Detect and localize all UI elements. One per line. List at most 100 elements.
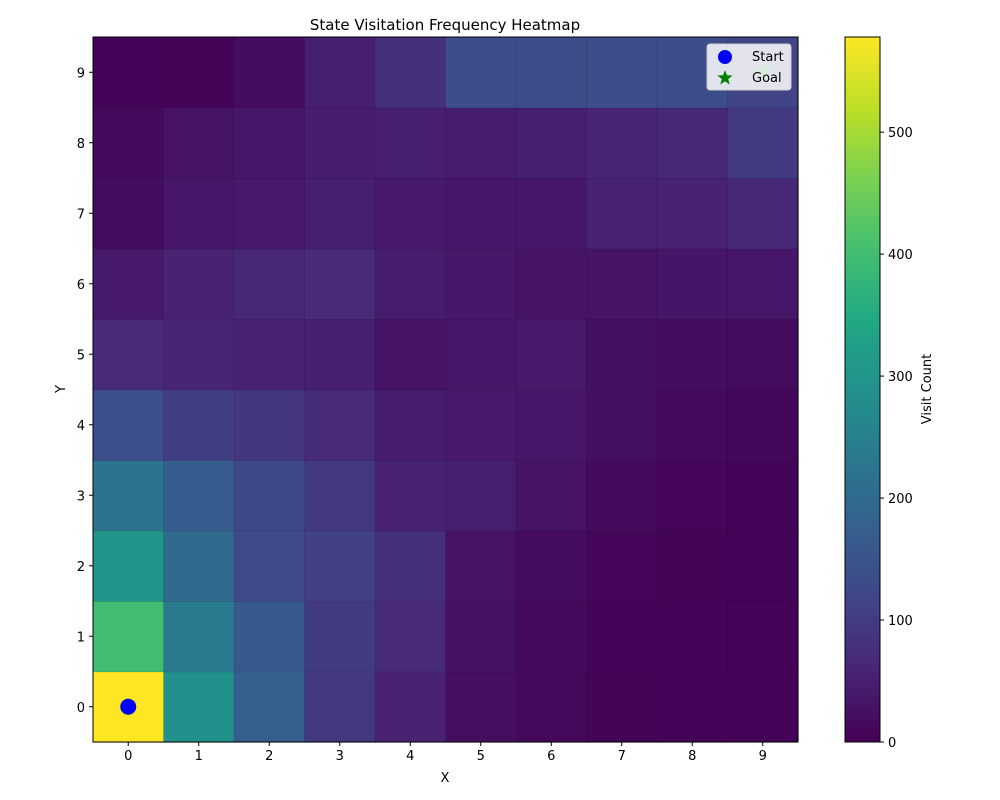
heatmap-cell: [233, 36, 306, 109]
heatmap-cell: [304, 248, 376, 320]
heatmap-cell: [727, 389, 799, 461]
heatmap-cell: [233, 530, 306, 602]
heatmap-cell: [304, 671, 376, 743]
colorbar-tick-label: 0: [888, 736, 896, 751]
heatmap-cell: [233, 459, 306, 532]
heatmap-cell: [586, 530, 658, 602]
legend-goal-label: Goal: [752, 71, 782, 86]
heatmap-cell: [304, 107, 376, 179]
heatmap-cell: [515, 107, 588, 179]
heatmap-cell: [304, 600, 376, 673]
heatmap-cell: [163, 671, 235, 743]
x-tick-label: 6: [547, 749, 555, 764]
heatmap-cell: [92, 107, 165, 179]
y-tick-label: 3: [77, 489, 85, 504]
x-tick-label: 9: [759, 749, 767, 764]
heatmap-cell: [727, 530, 799, 602]
heatmap-cell: [163, 36, 235, 109]
heatmap-cell: [515, 671, 588, 743]
heatmap-cell: [727, 600, 799, 673]
heatmap-cell: [233, 600, 306, 673]
heatmap-cell: [445, 671, 517, 743]
heatmap-cell: [92, 600, 165, 673]
heatmap-cell: [445, 248, 517, 320]
colorbar-tick-label: 500: [888, 126, 913, 141]
heatmap-cell: [727, 107, 799, 179]
heatmap-cell: [515, 600, 588, 673]
chart-title: State Visitation Frequency Heatmap: [310, 16, 580, 34]
heatmap-cell: [233, 248, 306, 320]
start-marker: [120, 698, 137, 715]
heatmap-cell: [445, 36, 517, 109]
x-tick-label: 1: [195, 749, 203, 764]
heatmap-cell: [727, 177, 799, 250]
colorbar: [844, 36, 881, 743]
x-axis-label: X: [441, 771, 450, 786]
heatmap-cell: [374, 530, 447, 602]
heatmap-cell: [515, 248, 588, 320]
heatmap-cell: [92, 389, 165, 461]
heatmap-cell: [163, 248, 235, 320]
heatmap-cell: [304, 459, 376, 532]
heatmap-cell: [515, 530, 588, 602]
y-tick-label: 7: [77, 207, 85, 222]
colorbar-tick-label: 400: [888, 248, 913, 263]
heatmap-cell: [445, 177, 517, 250]
heatmap-cell: [515, 318, 588, 391]
heatmap-cell: [304, 530, 376, 602]
colorbar-tick-label: 300: [888, 370, 913, 385]
heatmap-cell: [515, 177, 588, 250]
heatmap-cell: [92, 318, 165, 391]
plot-frame: [92, 36, 799, 743]
x-tick-label: 7: [618, 749, 626, 764]
heatmap-cell: [233, 177, 306, 250]
legend: Start Goal: [706, 43, 792, 91]
heatmap-cell: [445, 600, 517, 673]
heatmap-cell: [586, 671, 658, 743]
heatmap-cell: [374, 318, 447, 391]
heatmap-cell: [515, 459, 588, 532]
heatmap-cell: [586, 36, 658, 109]
heatmap-cell: [445, 459, 517, 532]
heatmap-cell: [233, 318, 306, 391]
heatmap-cell: [727, 459, 799, 532]
heatmap-cell: [304, 389, 376, 461]
heatmap-cell: [656, 318, 729, 391]
heatmap-cell: [374, 248, 447, 320]
heatmap-cell: [374, 36, 447, 109]
heatmap-cell: [374, 107, 447, 179]
heatmap-cell: [92, 530, 165, 602]
heatmap-cell: [515, 389, 588, 461]
colorbar-tick-label: 200: [888, 492, 913, 507]
heatmap-cell: [374, 600, 447, 673]
heatmap-cell: [656, 107, 729, 179]
heatmap-cell: [92, 177, 165, 250]
heatmap-cell: [92, 459, 165, 532]
colorbar-label: Visit Count: [920, 354, 935, 424]
heatmap-cell: [163, 459, 235, 532]
heatmap-cell: [656, 600, 729, 673]
heatmap-cell: [233, 107, 306, 179]
heatmap-cell: [163, 600, 235, 673]
heatmap-cell: [586, 248, 658, 320]
x-tick-label: 2: [265, 749, 273, 764]
y-tick-label: 0: [77, 701, 85, 716]
heatmap-cell: [374, 389, 447, 461]
heatmap-cell: [163, 318, 235, 391]
heatmap-cell: [163, 177, 235, 250]
heatmap-cell: [727, 318, 799, 391]
y-axis-ticks: 0 1 2 3 4 5 6 7 8 9: [77, 66, 93, 716]
heatmap-cell: [515, 36, 588, 109]
x-axis-ticks: 0 1 2 3 4 5 6 7 8 9: [124, 742, 767, 764]
heatmap-cell: [374, 177, 447, 250]
heatmap-cell: [727, 248, 799, 320]
x-tick-label: 3: [336, 749, 344, 764]
heatmap-cell: [445, 389, 517, 461]
heatmap-cell: [445, 530, 517, 602]
heatmap-cell: [445, 318, 517, 391]
heatmap-cell: [374, 459, 447, 532]
y-tick-label: 1: [77, 630, 85, 645]
y-tick-label: 9: [77, 66, 85, 81]
y-axis-label: Y: [54, 385, 69, 394]
heatmap-cell: [727, 671, 799, 743]
